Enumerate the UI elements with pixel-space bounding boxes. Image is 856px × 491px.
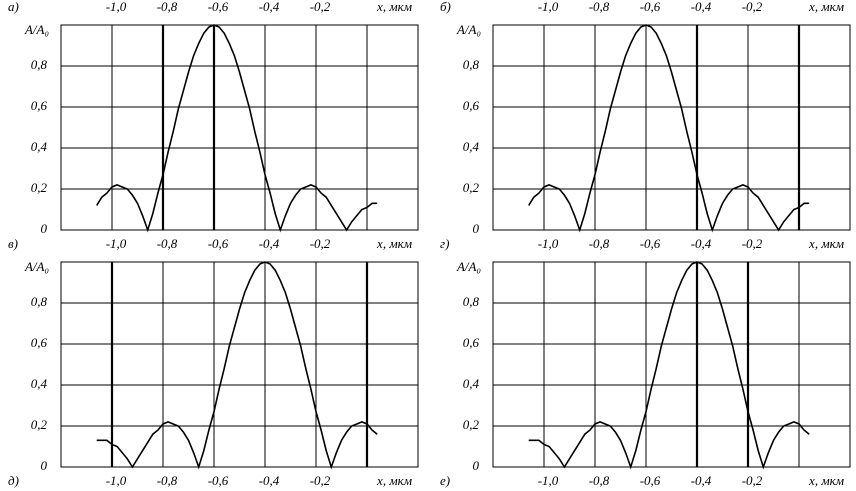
panel-label: б) [440, 0, 451, 14]
x-tick-label: -0,6 [640, 473, 661, 488]
panel-label: в) [8, 236, 18, 251]
x-tick-label: -0,2 [742, 473, 763, 488]
curve [96, 261, 378, 470]
x-axis-label: x, мкм [376, 473, 412, 488]
panel-label: д) [8, 473, 19, 488]
y-tick-label: 0,8 [463, 57, 480, 72]
y-axis-label: A/A₀ [24, 22, 49, 37]
y-tick-label: 0 [41, 458, 48, 473]
y-tick-label: 0,4 [31, 376, 48, 391]
x-tick-label: -0,8 [157, 236, 178, 251]
y-tick-label: 0,4 [463, 139, 480, 154]
plot-frame [492, 261, 851, 468]
x-tick-label: -0,8 [157, 0, 178, 14]
x-tick-label: -0,2 [742, 236, 763, 251]
x-axis-label: x, мкм [808, 473, 844, 488]
x-axis-label: x, мкм [376, 0, 412, 14]
x-tick-label: -1,0 [538, 0, 559, 14]
x-tick-label: -0,8 [589, 473, 610, 488]
x-tick-label: -0,6 [640, 236, 661, 251]
x-axis-label: x, мкм [808, 236, 844, 251]
y-tick-label: 0,2 [31, 180, 48, 195]
x-tick-label: -0,4 [259, 473, 280, 488]
y-tick-label: 0,6 [31, 335, 48, 350]
y-tick-label: 0 [473, 458, 480, 473]
x-tick-label: -0,4 [691, 473, 712, 488]
x-tick-label: -0,4 [259, 236, 280, 251]
plot-frame [60, 261, 419, 468]
x-tick-label: -1,0 [106, 0, 127, 14]
y-tick-label: 0,6 [31, 98, 48, 113]
x-tick-label: -1,0 [538, 236, 559, 251]
panel-label: е) [440, 473, 450, 488]
curve [528, 24, 810, 233]
panel-label: а) [8, 0, 19, 14]
x-tick-label: -0,4 [259, 0, 280, 14]
y-tick-label: 0,8 [31, 57, 48, 72]
x-tick-label: -0,2 [310, 236, 331, 251]
y-tick-label: 0 [473, 221, 480, 236]
y-tick-label: 0 [41, 221, 48, 236]
curve [96, 24, 378, 233]
y-axis-label: A/A₀ [456, 22, 481, 37]
y-tick-label: 0,4 [463, 376, 480, 391]
y-axis-label: A/A₀ [456, 259, 481, 274]
x-tick-label: -1,0 [106, 236, 127, 251]
y-tick-label: 0,4 [31, 139, 48, 154]
y-tick-label: 0,6 [463, 98, 480, 113]
y-tick-label: 0,8 [463, 294, 480, 309]
x-axis-label: x, мкм [808, 0, 844, 14]
x-tick-label: -0,6 [208, 0, 229, 14]
plot-frame [60, 24, 419, 231]
x-tick-label: -0,6 [208, 236, 229, 251]
x-tick-label: -0,2 [310, 0, 331, 14]
y-tick-label: 0,8 [31, 294, 48, 309]
x-tick-label: -0,8 [157, 473, 178, 488]
x-axis-label: x, мкм [376, 236, 412, 251]
y-tick-label: 0,6 [463, 335, 480, 350]
x-tick-label: -0,6 [640, 0, 661, 14]
curve [528, 261, 810, 470]
x-tick-label: -0,4 [691, 236, 712, 251]
plot-frame [492, 24, 851, 231]
x-tick-label: -0,6 [208, 473, 229, 488]
x-tick-label: -0,8 [589, 236, 610, 251]
x-tick-label: -0,4 [691, 0, 712, 14]
y-tick-label: 0,2 [31, 417, 48, 432]
x-tick-label: -0,2 [742, 0, 763, 14]
y-tick-label: 0,2 [463, 417, 480, 432]
x-tick-label: -0,8 [589, 0, 610, 14]
y-axis-label: A/A₀ [24, 259, 49, 274]
x-tick-label: -1,0 [106, 473, 127, 488]
x-tick-label: -1,0 [538, 473, 559, 488]
x-tick-label: -0,2 [310, 473, 331, 488]
panel-label: г) [440, 236, 449, 251]
y-tick-label: 0,2 [463, 180, 480, 195]
